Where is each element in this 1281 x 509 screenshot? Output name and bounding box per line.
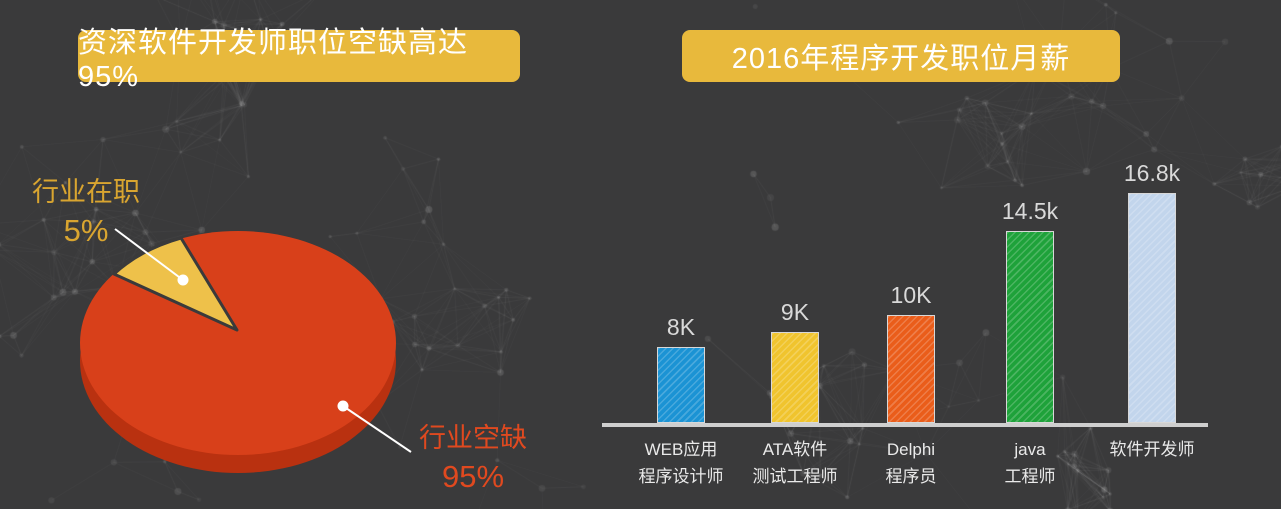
bar-category-line: 程序员 xyxy=(885,467,937,486)
pie-slice-employed xyxy=(112,236,239,332)
pie-callout-vacancy: 行业空缺 95% xyxy=(398,422,548,497)
bar-rect xyxy=(1006,231,1054,423)
bar-category-label: ATA软件测试工程师 xyxy=(730,436,860,490)
bar-category-line: ATA软件 xyxy=(762,440,828,459)
bar-value-label: 8K xyxy=(666,314,696,340)
bar-group: 16.8k xyxy=(1092,160,1212,423)
leader-line-vacancy xyxy=(342,405,412,453)
bar-category-line: Delphi xyxy=(886,440,936,459)
bar-group: 8K xyxy=(621,314,741,423)
bar-category-line: 测试工程师 xyxy=(752,467,838,486)
pie-callout-employed-label: 行业在职 xyxy=(32,177,140,207)
bar-rect xyxy=(771,332,819,423)
bar-rect xyxy=(1128,193,1176,423)
bar-rect xyxy=(657,347,705,423)
bar-title: 2016年程序开发职位月薪 xyxy=(731,43,1071,75)
bar-rect xyxy=(887,315,935,423)
bar-category-line: WEB应用 xyxy=(644,440,718,459)
bar-category-line: 软件开发师 xyxy=(1109,440,1195,459)
bar-category-line: 程序设计师 xyxy=(638,467,724,486)
bar-category-label: WEB应用程序设计师 xyxy=(616,436,746,490)
bar-category-line: java xyxy=(1014,440,1046,459)
pie-title: 资深软件开发师职位空缺高达95% xyxy=(78,26,469,93)
pie-callout-vacancy-label: 行业空缺 xyxy=(419,423,527,453)
bar-group: 14.5k xyxy=(970,198,1090,423)
pie-callout-employed: 行业在职 5% xyxy=(6,176,166,251)
leader-dot-vacancy xyxy=(337,400,349,412)
pie-callout-employed-percent: 5% xyxy=(63,212,109,248)
leader-dot-employed xyxy=(177,274,189,286)
bar-value-label: 9K xyxy=(780,299,810,325)
bar-category-label: java 工程师 xyxy=(965,436,1095,490)
bar-group: 10K xyxy=(851,282,971,423)
x-axis-line xyxy=(602,423,1208,427)
bar-value-label: 16.8k xyxy=(1123,160,1181,186)
pie-callout-vacancy-percent: 95% xyxy=(441,458,505,494)
bar-category-label: 软件开发师 xyxy=(1087,436,1217,463)
bar-value-label: 10K xyxy=(890,282,932,308)
leader-line-employed xyxy=(114,228,184,281)
bar-category-label: Delphi 程序员 xyxy=(846,436,976,490)
pie-title-banner: 资深软件开发师职位空缺高达95% xyxy=(78,27,520,93)
bar-category-line: 工程师 xyxy=(1004,467,1056,486)
bar-title-banner: 2016年程序开发职位月薪 xyxy=(682,30,1120,82)
bar-group: 9K xyxy=(735,299,855,423)
bar-value-label: 14.5k xyxy=(1001,198,1059,224)
